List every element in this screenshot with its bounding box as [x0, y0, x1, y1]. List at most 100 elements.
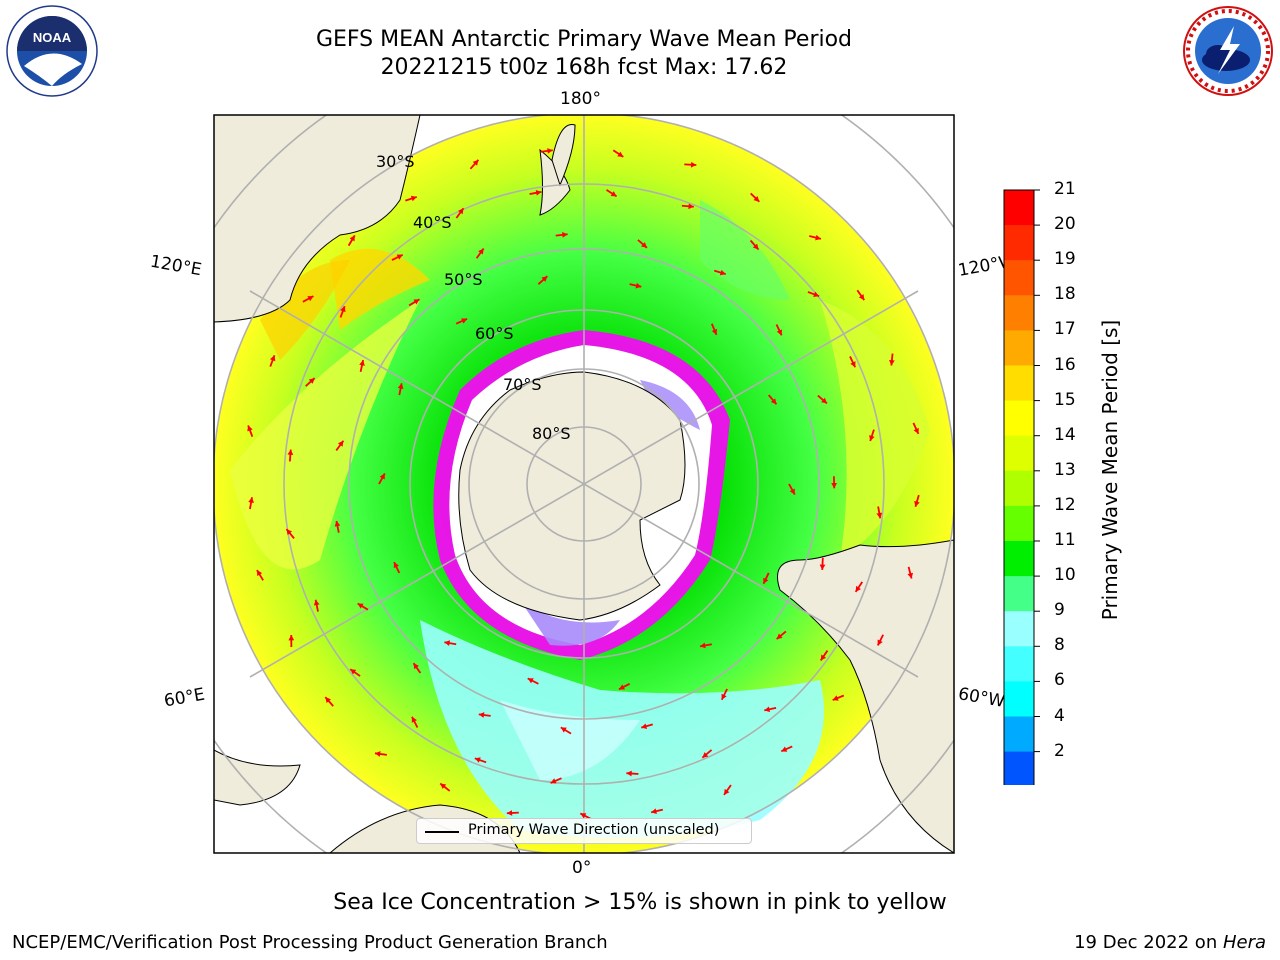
wave-arrow-head	[256, 570, 263, 577]
wave-arrow-head	[580, 813, 587, 819]
colorbar-cell	[1004, 646, 1034, 682]
wave-arrow-head	[308, 378, 315, 384]
footer-host: Hera	[1222, 932, 1266, 953]
wave-arrow-head	[562, 231, 568, 238]
graticule	[214, 115, 954, 853]
colorbar-tick-label: 13	[1054, 459, 1076, 480]
wave-arrow-head	[869, 435, 875, 442]
wave-arrow-head	[855, 585, 861, 592]
madagascar-land	[214, 749, 301, 806]
colorbar-tick-label: 9	[1054, 600, 1065, 621]
wave-arrow-head	[474, 757, 481, 763]
wave-arrow-head	[461, 318, 468, 324]
colorbar-cell	[1004, 225, 1034, 261]
noaa-logo: NOAA	[6, 5, 98, 97]
wave-arrow-head	[334, 520, 341, 527]
chart-subtitle: 20221215 t00z 168h fcst Max: 17.62	[380, 55, 788, 80]
label-180: 180°	[560, 89, 601, 109]
wave-arrow-head	[820, 654, 827, 661]
colorbar-tick-label: 2	[1054, 740, 1065, 761]
legend-text: Primary Wave Direction (unscaled)	[468, 822, 720, 838]
wave-arrow-head	[478, 248, 484, 255]
colorbar-tick-label: 21	[1054, 179, 1076, 199]
wave-arrow-head	[752, 243, 759, 250]
wave-arrow-head	[721, 693, 727, 700]
wave-arrow-head	[550, 778, 557, 784]
colorbar-cell	[1004, 470, 1034, 507]
wave-arrow-head	[776, 633, 783, 640]
wave-arrow-head	[764, 706, 771, 713]
lat-70s: 70°S	[503, 375, 542, 394]
colorbar-tick-label: 11	[1054, 530, 1076, 550]
wave-arrow-head	[413, 663, 419, 670]
colorbar-tick-label: 18	[1054, 284, 1076, 305]
wave-arrow-head	[819, 564, 826, 570]
colorbar-tick-label: 12	[1054, 494, 1076, 515]
wave-arrow-head	[535, 189, 542, 196]
colorbar-cell	[1004, 190, 1034, 226]
noaa-logo-text: NOAA	[33, 30, 72, 45]
wave-arrow-head	[831, 482, 837, 489]
footer-date-text: 19 Dec 2022 on	[1074, 932, 1223, 953]
label-0: 0°	[572, 858, 592, 878]
lat-30s: 30°S	[376, 152, 415, 171]
wave-arrow-head	[247, 425, 253, 432]
wave-arrow-head	[410, 195, 417, 202]
wave-arrow-head	[914, 500, 920, 507]
wave-arrow-head	[651, 808, 657, 814]
wave-arrow-head	[269, 355, 276, 362]
wave-arrow-head	[699, 642, 706, 649]
wave-arrow-head	[913, 427, 919, 434]
wave-arrow-head	[440, 783, 447, 790]
colorbar-cell	[1004, 681, 1034, 717]
wave-arrow-head	[813, 291, 820, 298]
colorbar-tick-label: 14	[1054, 424, 1076, 445]
wave-arrow-head	[379, 473, 385, 480]
wave-arrow-head	[337, 440, 344, 447]
wave-direction-arrows	[247, 148, 920, 820]
wave-arrow-head	[876, 512, 883, 519]
wave-arrow-head	[724, 788, 730, 795]
wave-arrow-head	[907, 572, 914, 579]
wave-arrow-head	[789, 488, 795, 495]
wave-arrow-head	[821, 397, 827, 404]
nws-logo	[1183, 6, 1273, 96]
colorbar-cell	[1004, 365, 1034, 402]
colorbar-cell	[1004, 435, 1034, 472]
wave-arrow-head	[396, 254, 403, 260]
colorbar	[1003, 189, 1040, 785]
wave-arrow-head	[776, 329, 782, 336]
colorbar-tick-label: 19	[1054, 249, 1076, 270]
legend-line-icon	[425, 831, 459, 833]
colorbar-label: Primary Wave Mean Period [s]	[1098, 319, 1122, 621]
wave-arrow-head	[547, 148, 553, 154]
wave-arrow-head	[889, 359, 895, 366]
wave-arrow-head	[688, 203, 694, 210]
lat-60s: 60°S	[475, 324, 514, 343]
colorbar-cell	[1004, 260, 1034, 296]
lat-50s: 50°S	[444, 270, 483, 289]
colorbar-cell	[1004, 541, 1034, 577]
wave-arrow-head	[458, 208, 464, 215]
wave-arrow-head	[325, 697, 331, 704]
wave-arrow-head	[397, 383, 404, 390]
wave-arrow-head	[541, 276, 548, 282]
wave-arrow-head	[288, 635, 295, 641]
colorbar-cell	[1004, 330, 1034, 366]
colorbar-tick-label: 15	[1054, 389, 1076, 410]
wave-arrow-head	[690, 161, 697, 168]
wave-arrow-head	[641, 242, 647, 248]
colorbar-tick-label: 17	[1054, 319, 1076, 340]
wave-arrow-head	[877, 639, 883, 646]
colorbar-tick-label: 10	[1054, 565, 1076, 586]
wave-arrow-head	[626, 770, 632, 777]
wave-arrow-head	[702, 752, 709, 758]
wave-arrow-head	[641, 723, 648, 729]
colorbar-cell	[1004, 576, 1034, 612]
wave-arrow-head	[374, 751, 381, 757]
chart-title: GEFS MEAN Antarctic Primary Wave Mean Pe…	[315, 27, 853, 52]
wave-arrow-head	[506, 810, 513, 816]
wave-arrow-head	[349, 235, 355, 242]
footer-credit: NCEP/EMC/Verification Post Processing Pr…	[12, 932, 608, 953]
